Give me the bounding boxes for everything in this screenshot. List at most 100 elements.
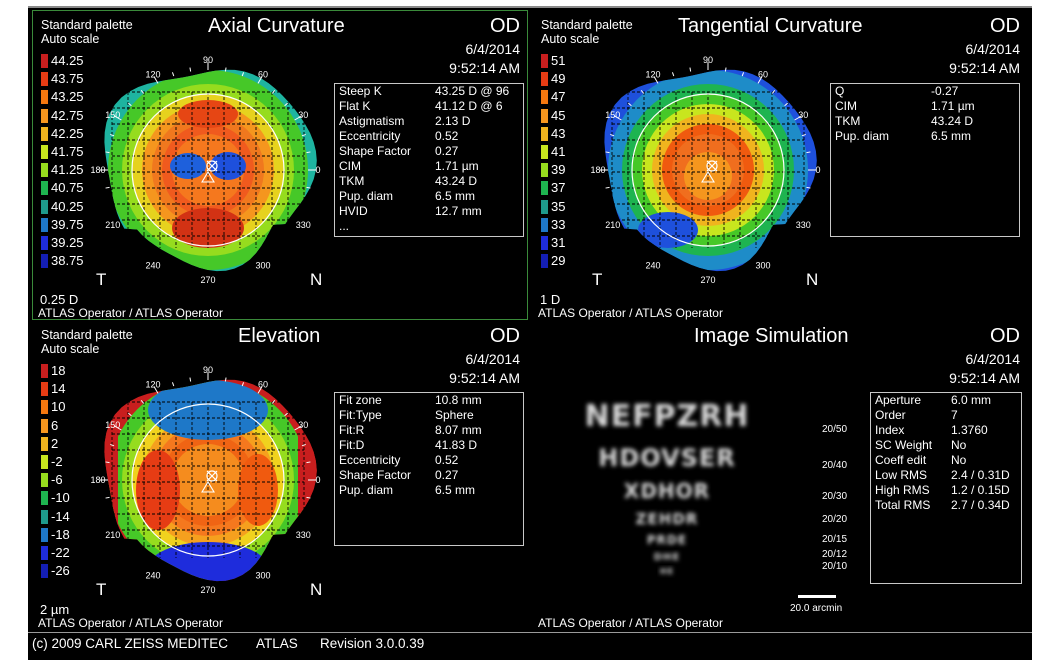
polar-tick — [605, 186, 610, 189]
legend-swatch — [41, 400, 48, 415]
stat-row: Coeff edit No — [871, 453, 1021, 468]
polar-tick — [724, 67, 727, 72]
stat-label: Coeff edit — [875, 453, 927, 467]
stat-value: 10.8 mm — [435, 393, 482, 407]
stat-value: 12.7 mm — [435, 204, 482, 218]
axial-curvature-panel[interactable]: Standard palette Auto scale Axial Curvat… — [32, 10, 528, 320]
legend-swatch — [541, 72, 548, 87]
eye-label: OD — [990, 15, 1020, 37]
nasal-marker: N — [310, 580, 323, 599]
stat-value: 0.27 — [435, 144, 459, 158]
polar-tick — [301, 133, 306, 137]
polar-tick — [306, 461, 311, 464]
stat-label: High RMS — [875, 483, 930, 497]
pupil-center-icon — [701, 170, 715, 183]
stat-row: TKM 43.24 D — [335, 174, 523, 189]
axial-topography-map[interactable]: 90 120 60 150 30 180 0 210 330 240 300 270 — [88, 48, 328, 288]
polar-angle-label: 150 — [605, 110, 620, 120]
tangential-curvature-panel[interactable]: Standard palette Auto scale Tangential C… — [532, 10, 1028, 320]
stat-row: Order 7 — [871, 408, 1021, 423]
legend-value: 37 — [551, 180, 566, 196]
legend-value: 31 — [551, 234, 566, 250]
operator-label: ATLAS Operator / ATLAS Operator — [538, 306, 723, 320]
polar-tick — [306, 151, 311, 154]
stat-label: Pup. diam — [339, 189, 394, 203]
scale-mode-label: Auto scale — [41, 342, 100, 356]
stat-label: Fit:R — [339, 423, 365, 437]
polar-tick — [757, 76, 763, 84]
vertex-cross-line — [206, 160, 218, 172]
flat-zone-right — [210, 152, 246, 180]
polar-tick — [171, 72, 175, 77]
exam-time: 9:52:14 AM — [949, 60, 1020, 76]
operator-label: ATLAS Operator / ATLAS Operator — [38, 306, 223, 320]
legend-value: 6 — [51, 417, 59, 433]
image-simulation-panel[interactable]: Image Simulation OD 6/4/2014 9:52:14 AM … — [532, 320, 1028, 630]
stat-row: SC Weight No — [871, 438, 1021, 453]
stat-row: Index 1.3760 — [871, 423, 1021, 438]
legend-swatch — [41, 144, 48, 159]
polar-tick — [294, 115, 302, 121]
stat-label: CIM — [835, 99, 857, 113]
polar-angle-label: 210 — [105, 220, 120, 230]
panel-title: Tangential Curvature — [678, 15, 863, 37]
legend-value: -6 — [51, 472, 63, 488]
legend-swatch — [41, 163, 48, 178]
elevation-panel[interactable]: Standard palette Auto scale Elevation OD… — [32, 320, 528, 630]
stat-row: Eccentricity 0.52 — [335, 453, 523, 468]
tangential-topography-map[interactable]: 90 120 60 150 30 180 0 210 330 240 300 270 — [588, 48, 828, 288]
stat-row: CIM 1.71 µm — [335, 159, 523, 174]
panel-title: Axial Curvature — [208, 15, 345, 37]
legend-value: 2 — [51, 435, 59, 451]
legend-swatch — [41, 473, 48, 488]
exam-date: 6/4/2014 — [465, 41, 521, 57]
legend-value: -10 — [51, 490, 70, 506]
blurred-eye-chart-image[interactable]: NEFPZRH HDOVSER XDHOR ZEHDR PRDE DHE HE — [542, 376, 792, 586]
polar-angle-label: 60 — [258, 380, 268, 390]
polar-angle-label: 210 — [105, 530, 120, 540]
polar-tick — [153, 76, 159, 84]
stat-label: Pup. diam — [339, 483, 394, 497]
stat-row: HVID 12.7 mm — [335, 204, 523, 219]
eye-label: OD — [490, 325, 520, 347]
stat-value: 1.2 / 0.15D — [951, 483, 1010, 497]
legend-swatch — [541, 108, 548, 123]
polar-angle-label: 120 — [645, 70, 660, 80]
polar-tick — [771, 90, 776, 94]
polar-angle-label: 330 — [296, 530, 311, 540]
legend-swatch — [41, 491, 48, 506]
stat-value: 6.0 mm — [951, 393, 992, 407]
acuity-label: 20/10 — [822, 561, 848, 572]
legend-value: 43 — [551, 125, 566, 141]
vertex-marker-icon — [206, 470, 218, 482]
elevation-topography-map[interactable]: 90 120 60 150 30 180 0 210 330 240 300 270 — [88, 358, 328, 598]
legend-swatch — [41, 527, 48, 542]
legend-swatch — [41, 564, 48, 579]
legend-value: 33 — [551, 216, 566, 232]
flat-zone-bottom — [638, 212, 698, 248]
legend-value: 45 — [551, 107, 566, 123]
stat-label: Aperture — [875, 393, 922, 407]
polar-tick — [128, 102, 132, 107]
polar-angle-label: 210 — [605, 220, 620, 230]
eye-chart-row: HDOVSER — [598, 444, 736, 472]
stat-label: CIM — [339, 159, 361, 173]
palette-info: Standard palette Auto scale — [541, 18, 633, 46]
acuity-label: 20/40 — [822, 460, 848, 471]
stat-label: Total RMS — [875, 498, 931, 512]
polar-angle-label: 150 — [105, 110, 120, 120]
legend-value: 41 — [551, 143, 566, 159]
polar-tick — [110, 133, 115, 137]
polar-angle-label: 240 — [145, 570, 160, 580]
legend-value: 49 — [551, 71, 566, 87]
temporal-marker: T — [592, 270, 603, 289]
exam-datetime: 6/4/2014 9:52:14 AM — [949, 40, 1020, 78]
eye-label: OD — [490, 15, 520, 37]
legend-value: 41.75 — [51, 143, 84, 159]
stat-value: No — [951, 438, 967, 452]
legend-swatch — [41, 217, 48, 232]
stat-label: Shape Factor — [339, 468, 412, 482]
polar-angle-label: 60 — [258, 70, 268, 80]
stat-value: 41.12 D @ 6 — [435, 99, 503, 113]
polar-angle-label: 330 — [796, 220, 811, 230]
